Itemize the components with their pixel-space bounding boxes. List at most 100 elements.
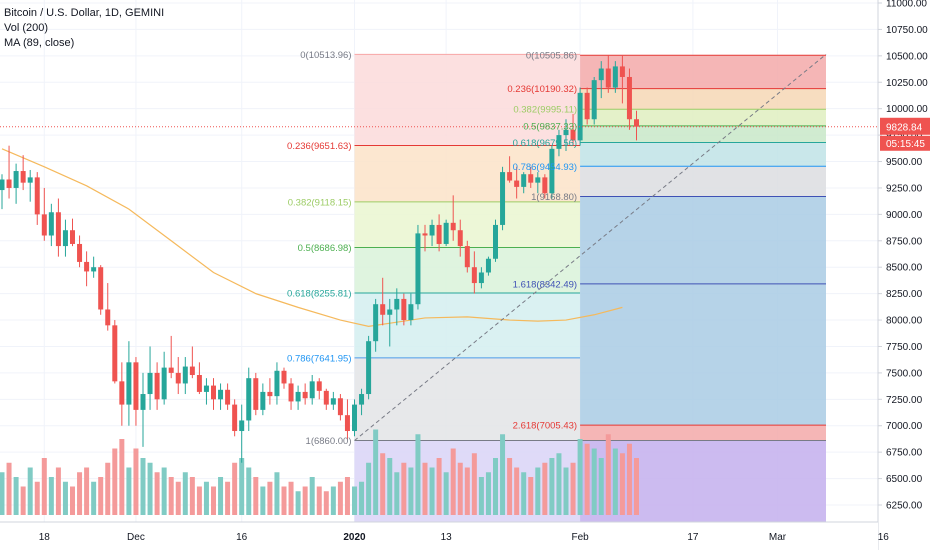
candle-body [352,404,357,432]
volume-bar [189,477,195,515]
volume-bar [253,477,259,515]
candle-body [34,177,40,215]
time-tick-label: Feb [571,532,589,543]
candle-body [408,304,414,321]
candle-body [493,224,498,259]
price-axis-bg [878,0,932,550]
volume-bar [521,472,527,515]
price-tick-label: 10500.00 [886,51,928,62]
candle-body [598,68,604,81]
fib-left-level-label: 0.618(8255.81) [287,289,351,300]
candle-body [239,420,245,432]
volume-bar [225,481,231,515]
candle-body [401,298,407,321]
candle-body [281,370,287,384]
trend-line [354,53,827,441]
countdown-label: 05:15:45 [886,139,925,150]
candle-body [507,172,513,181]
volume-bar [147,462,153,515]
price-axis: 11000.00 10750.00 10500.00 10250.00 10000.00… [877,0,932,550]
volume-bar [161,467,167,515]
candle-body [77,243,83,262]
price-tick-label: 9000.00 [886,210,923,221]
volume-bar [556,453,562,515]
volume-bar [62,481,68,515]
candle-body [485,258,491,273]
candle-body [161,367,167,400]
volume-bar [514,467,520,515]
volume-bar [373,429,379,515]
volume-bar [387,458,393,515]
price-tick-label: 6250.00 [886,501,923,512]
candle-body [514,180,520,187]
candle-body [84,261,90,272]
volume-bar [119,439,125,515]
volume-indicator-label[interactable]: Vol (200) [4,22,49,34]
volume-bar [288,481,294,515]
ma-indicator-label[interactable]: MA (89, close) [4,37,75,49]
candle-body [189,366,195,376]
volume-bar [112,448,118,515]
symbol-title[interactable]: Bitcoin / U.S. Dollar, 1D, GEMINI [4,7,165,19]
fib-right-level-label: 0.382(9995.11) [513,105,577,116]
candle-body [528,174,534,183]
candle-body [366,341,372,395]
candle-body [119,381,125,405]
volume-bar [154,472,160,515]
fib-right-level-label: 2.618(7005.43) [513,421,577,432]
volume-bar [464,467,470,515]
volume-bar [584,443,590,515]
price-tick-label: 10250.00 [886,78,928,89]
price-tick-label: 7250.00 [886,395,923,406]
volume-bar [330,486,336,515]
candle-body [591,80,597,120]
candle-body [175,372,181,384]
fib-right-zone [580,196,826,284]
volume-bar [500,434,506,515]
fib-left-level-label: 0.236(9651.63) [287,141,351,152]
volume-bar [507,458,513,515]
candle-body [316,381,322,391]
volume-bar [549,458,555,515]
price-tick-label: 7750.00 [886,342,923,353]
volume-bar [105,462,111,515]
volume-bar [84,467,90,515]
volume-bar [6,462,12,515]
volume-bar [48,477,54,515]
fib-left-zone [354,357,581,441]
volume-bar [457,462,463,515]
time-tick-label: 18 [39,532,51,543]
candle-body [337,398,343,416]
last-price-badge [880,117,930,135]
fib-left-level-label: 0.5(8686.98) [298,243,352,254]
candle-body [344,415,350,432]
candle-body [373,304,379,342]
candle-body [612,66,618,88]
volume-bar [471,453,477,515]
price-tick-label: 7500.00 [886,368,923,379]
candle-body [584,92,590,120]
fib-right-zone [580,109,826,126]
volume-bar [260,486,266,515]
volume-bar [91,481,97,515]
fib-left-level-label: 0.382(9118.15) [288,197,352,208]
price-tick-label: 7000.00 [886,421,923,432]
volume-bar [239,458,245,515]
time-tick-label: 17 [687,532,699,543]
candle-body [91,267,97,272]
price-tick-label: 9500.00 [886,157,923,168]
fib-left-zone [354,54,581,146]
candle-body [577,92,583,141]
fib-right-zone [580,283,826,426]
price-badges: 9828.84 05:15:45 [880,117,930,151]
fib-right-zone [580,88,826,110]
volume-bar [352,486,357,515]
candle-body [154,372,160,400]
fib-left-zone [354,293,581,358]
volume-bars [0,429,639,515]
volume-bar [443,472,449,515]
fib-right-zone [580,425,826,441]
candle-body [112,325,118,382]
